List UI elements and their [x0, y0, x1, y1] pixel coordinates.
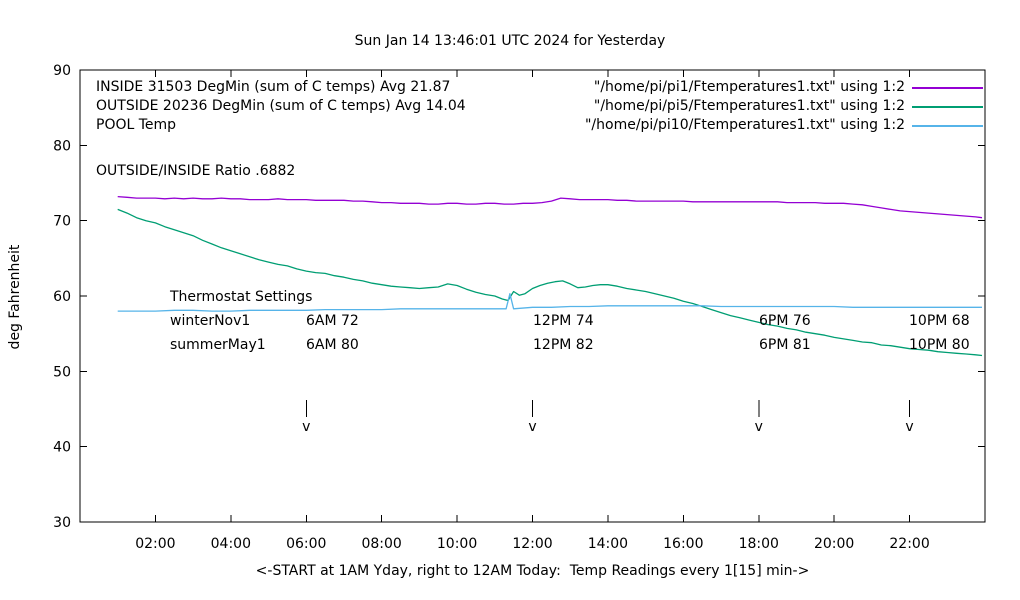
legend-label-pool: POOL Temp [96, 117, 177, 133]
x-tick-label: 08:00 [361, 536, 401, 552]
legend-label-inside: INSIDE 31503 DegMin (sum of C temps) Avg… [96, 79, 451, 95]
thermostat-winter-12pm: 12PM 74 [533, 313, 594, 329]
thermostat-settings-title: Thermostat Settings [170, 289, 313, 305]
x-tick-label: 04:00 [211, 536, 251, 552]
legend-label-outside: OUTSIDE 20236 DegMin (sum of C temps) Av… [96, 98, 466, 114]
thermostat-winter-6am: 6AM 72 [306, 313, 359, 329]
y-axis-label: deg Fahrenheit [7, 244, 23, 350]
arrow-head-icon: v [302, 419, 310, 435]
thermostat-winter-name: winterNov1 [170, 313, 251, 329]
y-tick-label: 70 [53, 214, 71, 230]
arrow-head-icon: v [528, 419, 536, 435]
chart-title: Sun Jan 14 13:46:01 UTC 2024 for Yesterd… [354, 33, 666, 49]
y-tick-label: 30 [53, 515, 71, 531]
thermostat-summer-10pm: 10PM 80 [909, 337, 970, 353]
x-tick-label: 22:00 [889, 536, 929, 552]
legend-file-pool: "/home/pi/pi10/Ftemperatures1.txt" using… [584, 117, 905, 133]
arrow-head-icon: v [755, 419, 763, 435]
arrow-head-icon: v [905, 419, 913, 435]
legend-row-outside: OUTSIDE 20236 DegMin (sum of C temps) Av… [0, 98, 1020, 115]
legend-file-outside: "/home/pi/pi5/Ftemperatures1.txt" using … [593, 98, 905, 114]
y-tick-label: 50 [53, 364, 71, 380]
y-tick-label: 90 [53, 63, 71, 79]
thermostat-winter-10pm: 10PM 68 [909, 313, 970, 329]
x-axis-label: <-START at 1AM Yday, right to 12AM Today… [255, 563, 810, 579]
thermostat-summer-12pm: 12PM 82 [533, 337, 594, 353]
x-tick-label: 18:00 [739, 536, 779, 552]
y-tick-label: 60 [53, 289, 71, 305]
x-tick-label: 14:00 [588, 536, 628, 552]
series-line-outside [117, 208, 983, 357]
y-tick-label: 80 [53, 138, 71, 154]
series-line-inside [117, 195, 983, 219]
x-tick-label: 10:00 [437, 536, 477, 552]
legend-file-inside: "/home/pi/pi1/Ftemperatures1.txt" using … [593, 79, 905, 95]
x-tick-label: 16:00 [663, 536, 703, 552]
thermostat-row-winter: winterNov1 6AM 72 12PM 74 6PM 76 10PM 68 [0, 313, 1020, 330]
legend-line-sample-outside [912, 106, 983, 108]
legend-row-pool: POOL Temp "/home/pi/pi10/Ftemperatures1.… [0, 117, 1020, 134]
legend-line-sample-inside [912, 87, 983, 89]
x-tick-label: 06:00 [286, 536, 326, 552]
thermostat-summer-name: summerMay1 [170, 337, 266, 353]
legend-row-inside: INSIDE 31503 DegMin (sum of C temps) Avg… [0, 79, 1020, 96]
legend-line-sample-pool [912, 125, 983, 127]
x-tick-label: 12:00 [512, 536, 552, 552]
thermostat-summer-6am: 6AM 80 [306, 337, 359, 353]
thermostat-winter-6pm: 6PM 76 [759, 313, 811, 329]
x-tick-label: 02:00 [135, 536, 175, 552]
x-tick-label: 20:00 [814, 536, 854, 552]
ratio-annotation: OUTSIDE/INSIDE Ratio .6882 [96, 163, 296, 179]
series-line-pool [117, 293, 982, 312]
thermostat-row-summer: summerMay1 6AM 80 12PM 82 6PM 81 10PM 80 [0, 337, 1020, 354]
thermostat-summer-6pm: 6PM 81 [759, 337, 811, 353]
y-tick-label: 40 [53, 440, 71, 456]
